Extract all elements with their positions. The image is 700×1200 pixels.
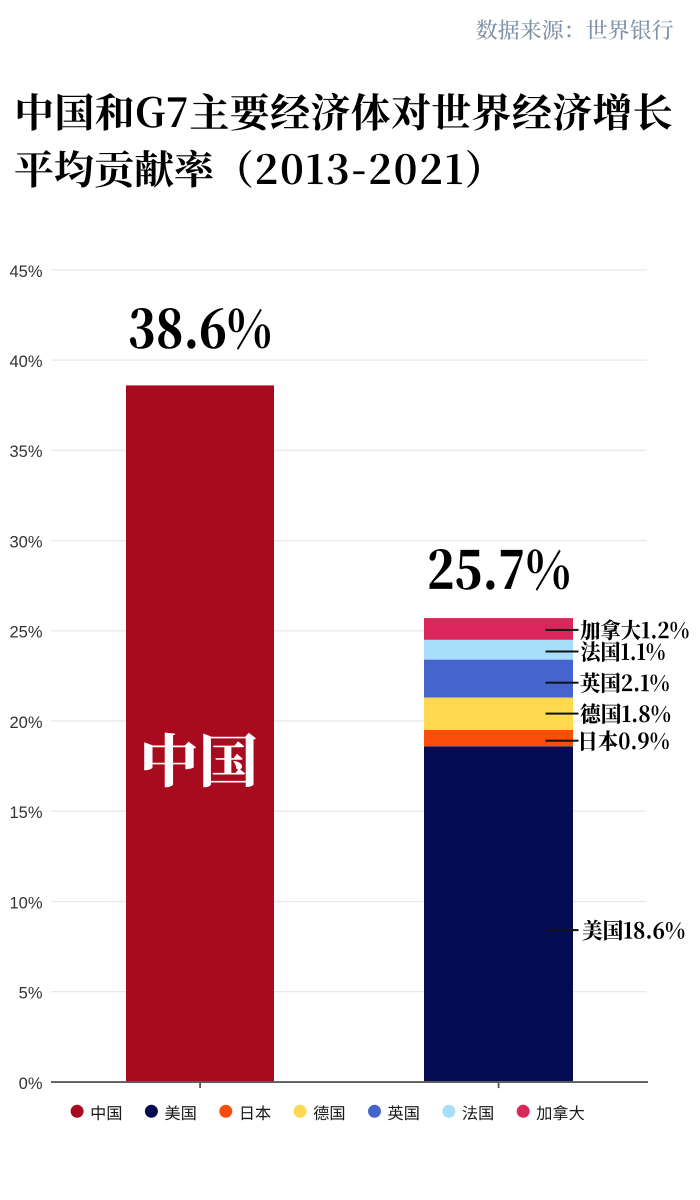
svg-text:40%: 40% [9,353,42,371]
svg-text:5%: 5% [19,985,43,1003]
svg-text:0%: 0% [19,1075,43,1093]
svg-text:15%: 15% [9,804,42,822]
svg-text:35%: 35% [9,443,42,461]
svg-text:10%: 10% [9,894,42,912]
svg-text:20%: 20% [9,714,42,732]
svg-text:25%: 25% [9,624,42,642]
svg-text:45%: 45% [9,263,42,281]
svg-text:30%: 30% [9,534,42,552]
